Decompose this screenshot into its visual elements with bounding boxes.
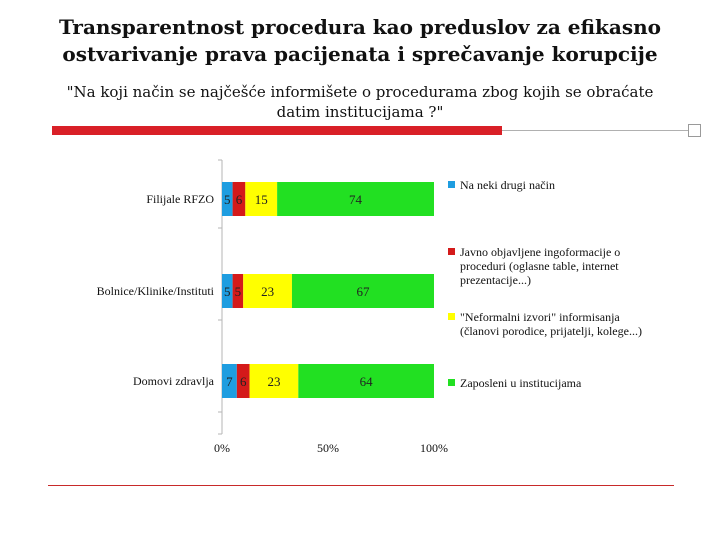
data-label: 5 (224, 192, 231, 207)
x-tick-label: 0% (214, 441, 230, 455)
x-tick-label: 50% (317, 441, 339, 455)
bar-segment (222, 364, 237, 398)
subtitle-line-2: datim institucijama ?" (276, 103, 444, 121)
category-label: Filijale RFZO (146, 192, 214, 206)
footer-divider (48, 485, 674, 486)
legend-swatch (448, 313, 455, 320)
data-label: 23 (261, 284, 274, 299)
legend-label-line: Zaposleni u institucijama (460, 376, 582, 390)
bar-segment (232, 182, 246, 216)
bar-segment (245, 182, 278, 216)
legend-swatch (448, 248, 455, 255)
title-line-2: ostvarivanje prava pacijenata i sprečava… (62, 42, 658, 66)
bar-segment (298, 364, 434, 398)
data-label: 23 (267, 374, 280, 389)
chart-title: Transparentnost procedura kao preduslov … (0, 14, 720, 68)
data-label: 67 (356, 284, 370, 299)
data-label: 74 (349, 192, 363, 207)
bar-segment (222, 274, 233, 308)
bar-segment (277, 182, 434, 216)
legend-label-line: Na neki drugi način (460, 178, 555, 192)
bar-segment (243, 274, 292, 308)
chart-subtitle: "Na koji način se najčešće informišete o… (20, 82, 700, 122)
x-tick-label: 100% (420, 441, 448, 455)
legend-label-line: (članovi porodice, prijatelji, kolege...… (460, 324, 642, 338)
data-label: 6 (240, 374, 247, 389)
legend-label-line: Javno objavljene ingoformacije o (460, 245, 621, 259)
bar-segment (236, 364, 250, 398)
data-label: 5 (224, 284, 231, 299)
data-label: 15 (255, 192, 268, 207)
bar-segment (291, 274, 434, 308)
legend-label-line: prezentacije...) (460, 273, 531, 287)
data-label: 6 (236, 192, 243, 207)
category-label: Domovi zdravlja (133, 374, 215, 388)
data-label: 5 (235, 284, 242, 299)
title-line-1: Transparentnost procedura kao preduslov … (59, 15, 661, 39)
decorative-line (502, 130, 694, 131)
legend-label: Na neki drugi način (460, 178, 695, 192)
bar-segment (222, 182, 233, 216)
legend-swatch (448, 181, 455, 188)
category-label: Bolnice/Klinike/Instituti (97, 284, 215, 298)
legend-label: Javno objavljene ingoformacije o procedur… (460, 245, 695, 287)
legend-label-line: "Neformalni izvori" informisanja (460, 310, 620, 324)
legend-label: "Neformalni izvori" informisanja (članovi… (460, 310, 695, 338)
legend-label-line: proceduri (oglasne table, internet (460, 259, 619, 273)
decorative-square (688, 124, 701, 137)
bar-segment (232, 274, 244, 308)
subtitle-line-1: "Na koji način se najčešće informišete o… (66, 83, 654, 101)
bar-segment (249, 364, 299, 398)
decorative-red-bar (52, 126, 502, 135)
data-label: 64 (360, 374, 374, 389)
legend-swatch (448, 379, 455, 386)
data-label: 7 (226, 374, 233, 389)
legend-label: Zaposleni u institucijama (460, 376, 695, 390)
